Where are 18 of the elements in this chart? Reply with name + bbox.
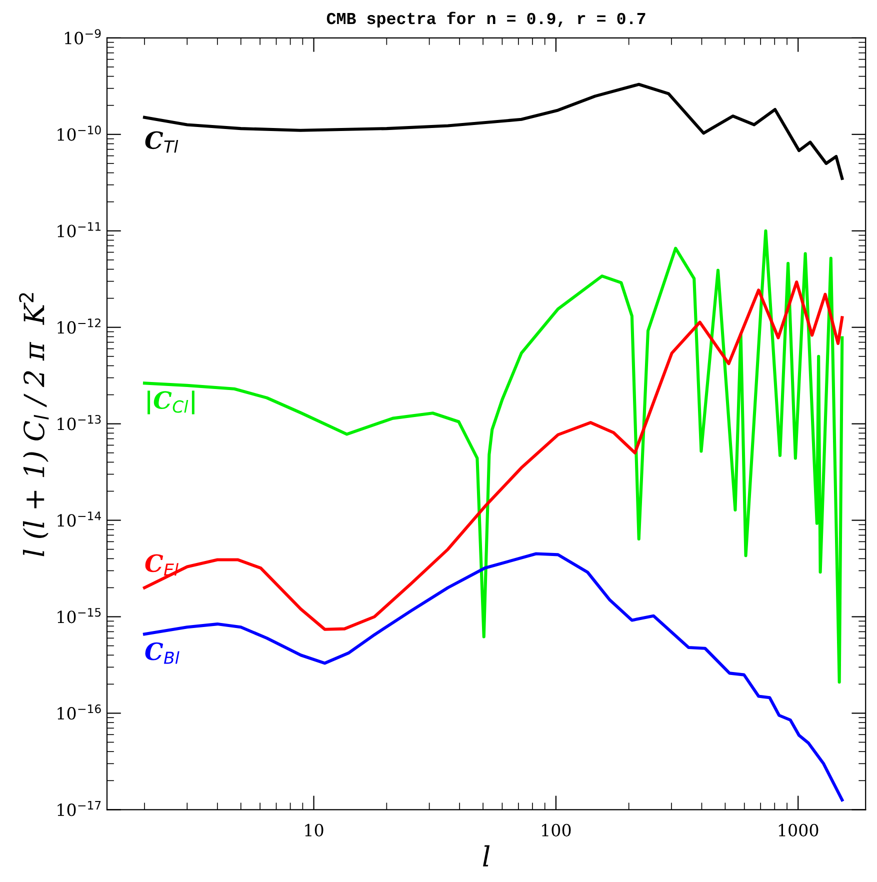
series-label: C$_{Bl}$	[145, 642, 180, 664]
series-label: C$_{Tl}$	[145, 131, 178, 153]
y-tick-label: 10$^{−9}$	[65, 29, 101, 44]
x-tick-label: 10	[305, 824, 324, 836]
x-tick-label: 100	[542, 824, 571, 836]
y-tick-label: 10$^{−14}$	[58, 512, 101, 527]
chart-title: CMB spectra for n = 0.9, r = 0.7	[326, 12, 646, 28]
y-tick-label: 10$^{−15}$	[58, 608, 101, 624]
y-tick-label: 10$^{−12}$	[58, 318, 100, 334]
x-axis-title: l	[483, 845, 490, 866]
y-axis-title: l (l + 1) C$_{l}$ / 2 π K$^{2}$	[19, 293, 49, 556]
x-tick-label: 1000	[778, 824, 818, 836]
y-tick-label: 10$^{−17}$	[58, 801, 101, 816]
y-tick-label: 10$^{−10}$	[58, 126, 101, 141]
series-label: |C$_{Cl}$|	[148, 390, 194, 414]
y-tick-label: 10$^{−11}$	[58, 222, 101, 238]
y-tick-label: 10$^{−16}$	[58, 704, 101, 720]
y-tick-label: 10$^{−13}$	[58, 414, 101, 430]
